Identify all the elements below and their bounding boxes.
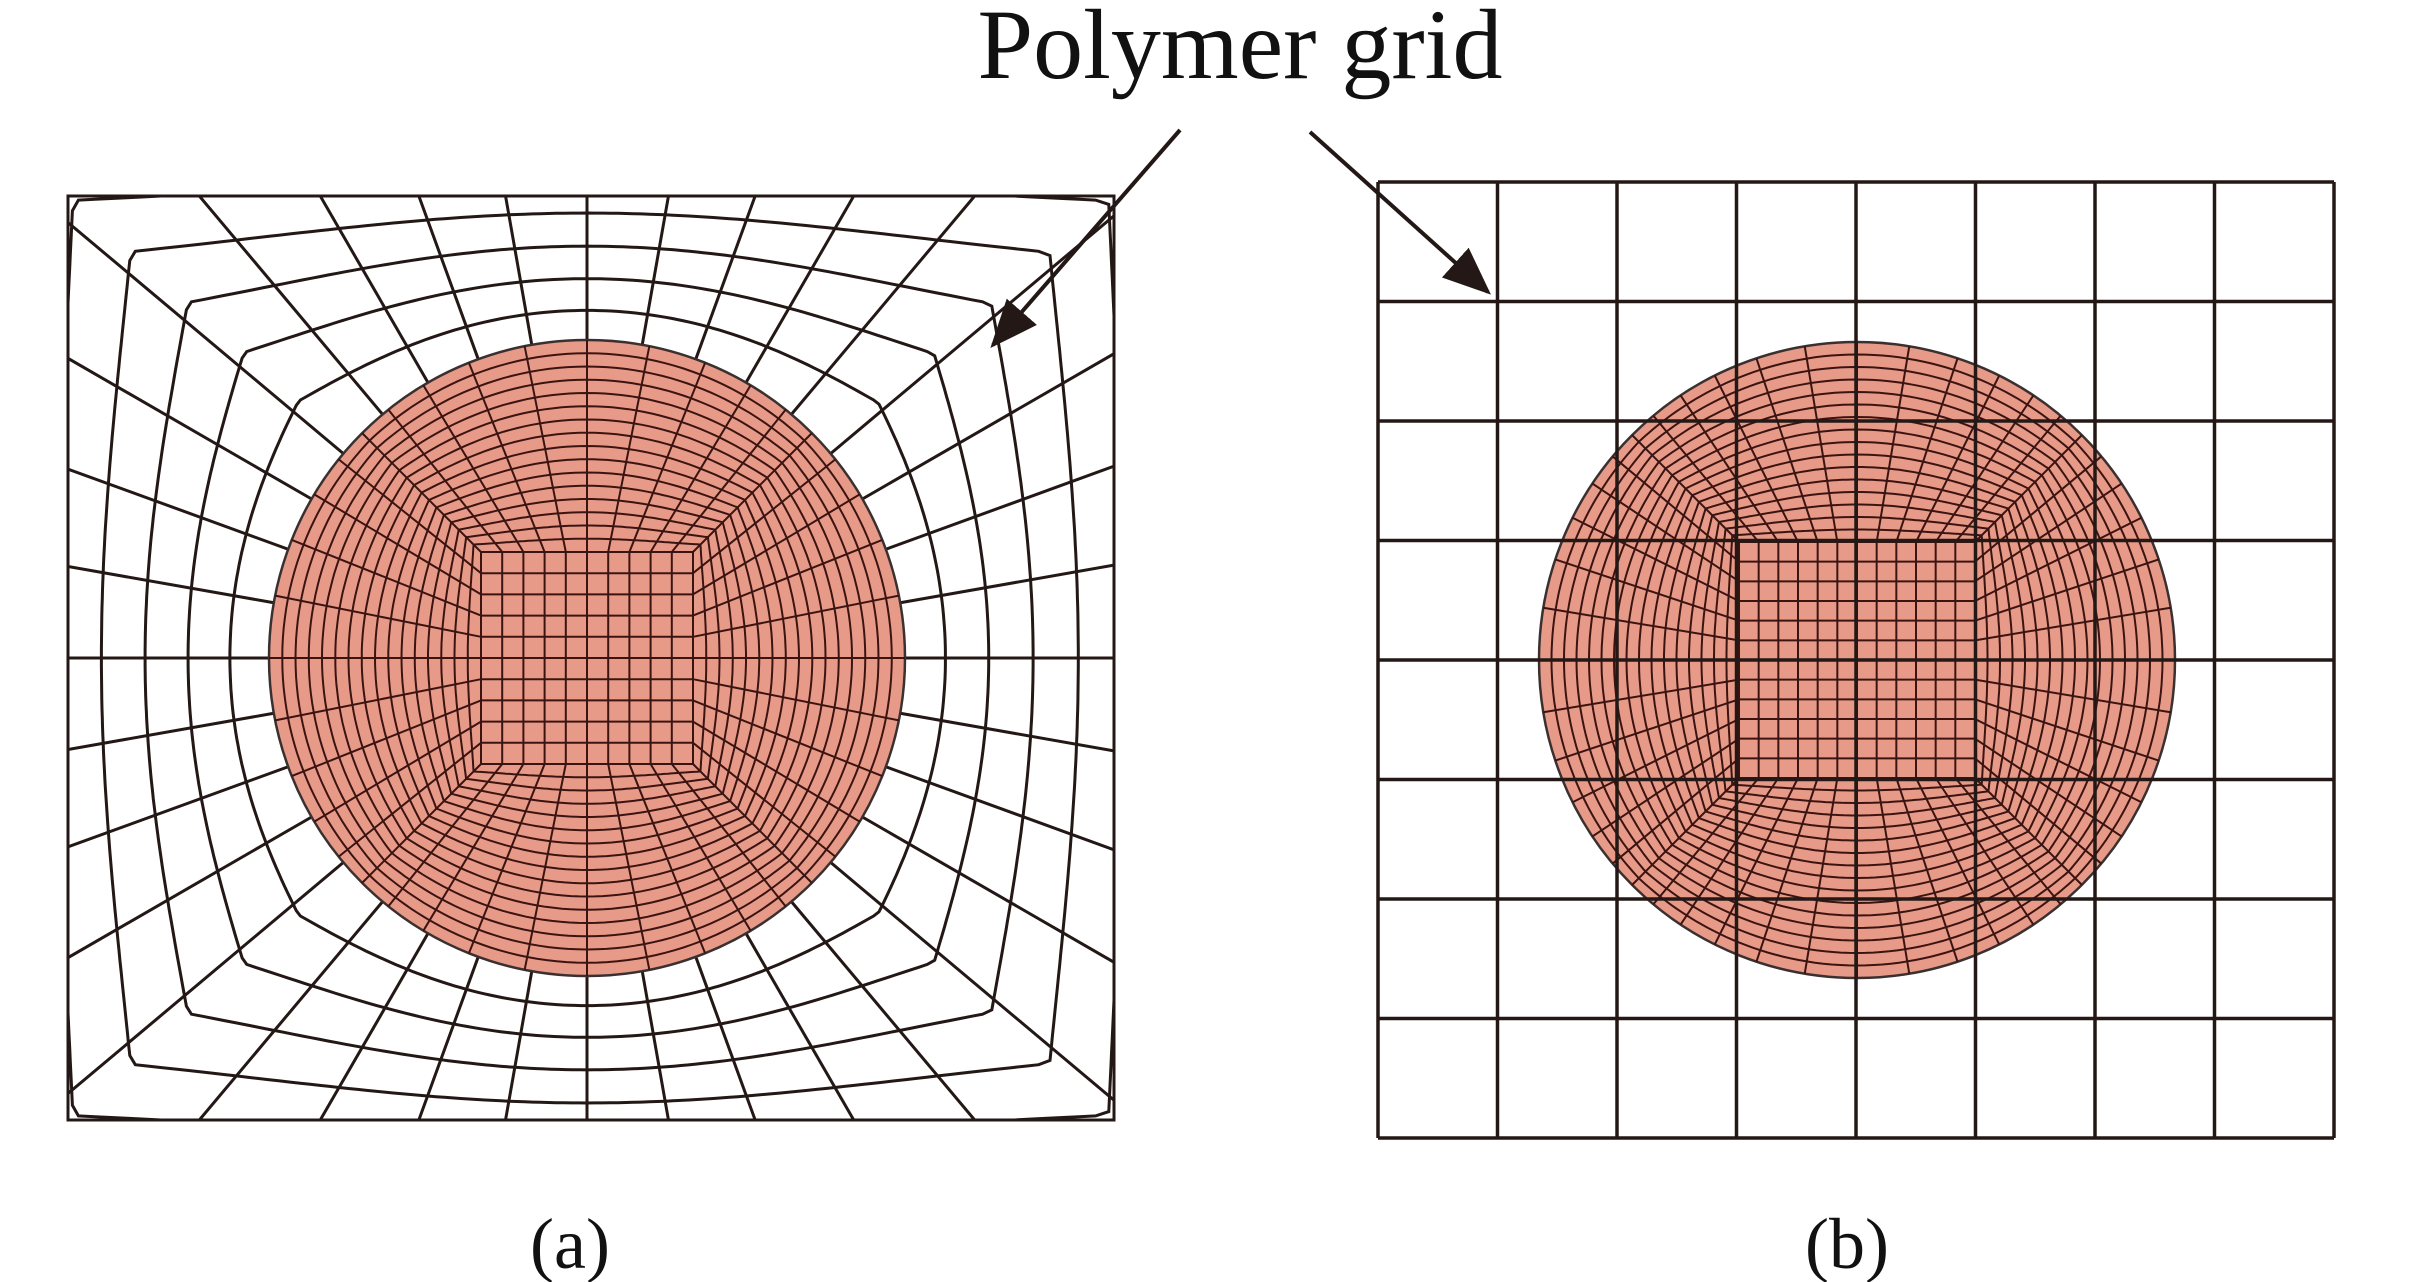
particle-ring-line: [440, 511, 734, 805]
panel-a-particle-mesh: [267, 338, 907, 978]
particle-ring-line: [1562, 365, 2152, 955]
polymer-ring-line: [186, 277, 991, 1039]
particle-ring-line: [1612, 415, 2102, 905]
polymer-radial-line: [504, 196, 534, 346]
polymer-radial-line: [198, 900, 384, 1120]
polymer-radial-line: [640, 970, 670, 1120]
particle-ring-line: [347, 418, 827, 898]
particle-ring-line: [413, 484, 761, 832]
polymer-radial-line: [68, 467, 289, 551]
polymer-radial-line: [68, 357, 313, 501]
particle-ring-line: [1663, 466, 2051, 854]
particle-ring-line: [1637, 440, 2077, 880]
polymer-radial-line: [829, 861, 1114, 1102]
panel-a-caption: (a): [530, 1204, 610, 1282]
particle-ring-line: [1713, 516, 2001, 804]
particle-ring-line: [387, 458, 787, 858]
panel-a-polymer-mesh: [68, 196, 1114, 1120]
panel-a-mesh: [66, 194, 1116, 1122]
polymer-radial-line: [829, 214, 1114, 455]
polymer-radial-line: [790, 196, 976, 416]
polymer-radial-line: [68, 711, 275, 751]
polymer-radial-line: [694, 956, 757, 1120]
polymer-radial-line: [417, 196, 480, 360]
panel-b-polymer-grid: [1376, 180, 2336, 1140]
particle-ring-line: [281, 352, 893, 964]
polymer-radial-line: [694, 196, 757, 360]
polymer-ring-line: [228, 308, 947, 1008]
particle-ring-line: [307, 378, 867, 938]
polymer-radial-line: [504, 970, 534, 1120]
polymer-radial-line: [68, 815, 313, 959]
particle-ring-line: [453, 524, 721, 792]
particle-ring-line: [320, 391, 854, 925]
particle-ring-line: [466, 537, 708, 779]
particle-ring-line: [1650, 453, 2064, 867]
polymer-radial-line: [68, 861, 345, 1095]
polymer-radial-line: [68, 221, 345, 455]
polymer-radial-line: [68, 565, 275, 605]
particle-ring-line: [294, 365, 880, 951]
polymer-radial-line: [861, 352, 1114, 501]
particle-ring-line: [373, 444, 801, 872]
particle-ring-line: [360, 431, 814, 885]
particle-ring-line: [1600, 403, 2114, 917]
polymer-radial-line: [885, 765, 1114, 852]
annotation-arrow-b: [1308, 130, 1491, 295]
panel-b-mesh: [1376, 180, 2336, 1140]
particle-ring-line: [400, 471, 774, 845]
polymer-radial-line: [899, 563, 1114, 605]
polymer-radial-line: [899, 711, 1114, 753]
polymer-radial-line: [198, 196, 384, 416]
particle-ring-line: [427, 498, 747, 818]
polymer-radial-line: [640, 196, 670, 346]
particle-ring-line: [1575, 378, 2139, 942]
polymer-radial-line: [790, 900, 976, 1120]
polymer-radial-line: [861, 815, 1114, 964]
polymer-radial-line: [68, 765, 289, 849]
particle-ring-line: [1675, 478, 2039, 842]
panel-a-frame: [66, 194, 1116, 1122]
polymer-ring-line: [143, 244, 1035, 1072]
particle-ring-line: [1625, 428, 2089, 892]
polymer-radial-line: [417, 956, 480, 1120]
panel-b-caption: (b): [1805, 1204, 1889, 1282]
particle-ring-line: [1587, 390, 2127, 930]
particle-ring-line: [1550, 353, 2164, 967]
particle-ring-line: [334, 405, 840, 911]
particle-ring-line: [1688, 491, 2026, 829]
polymer-radial-line: [885, 464, 1114, 551]
particle-ring-line: [1700, 503, 2014, 817]
annotation-label: Polymer grid: [978, 0, 1503, 100]
polymer-ring-line: [99, 211, 1080, 1105]
particle-ring-line: [1725, 528, 1989, 792]
